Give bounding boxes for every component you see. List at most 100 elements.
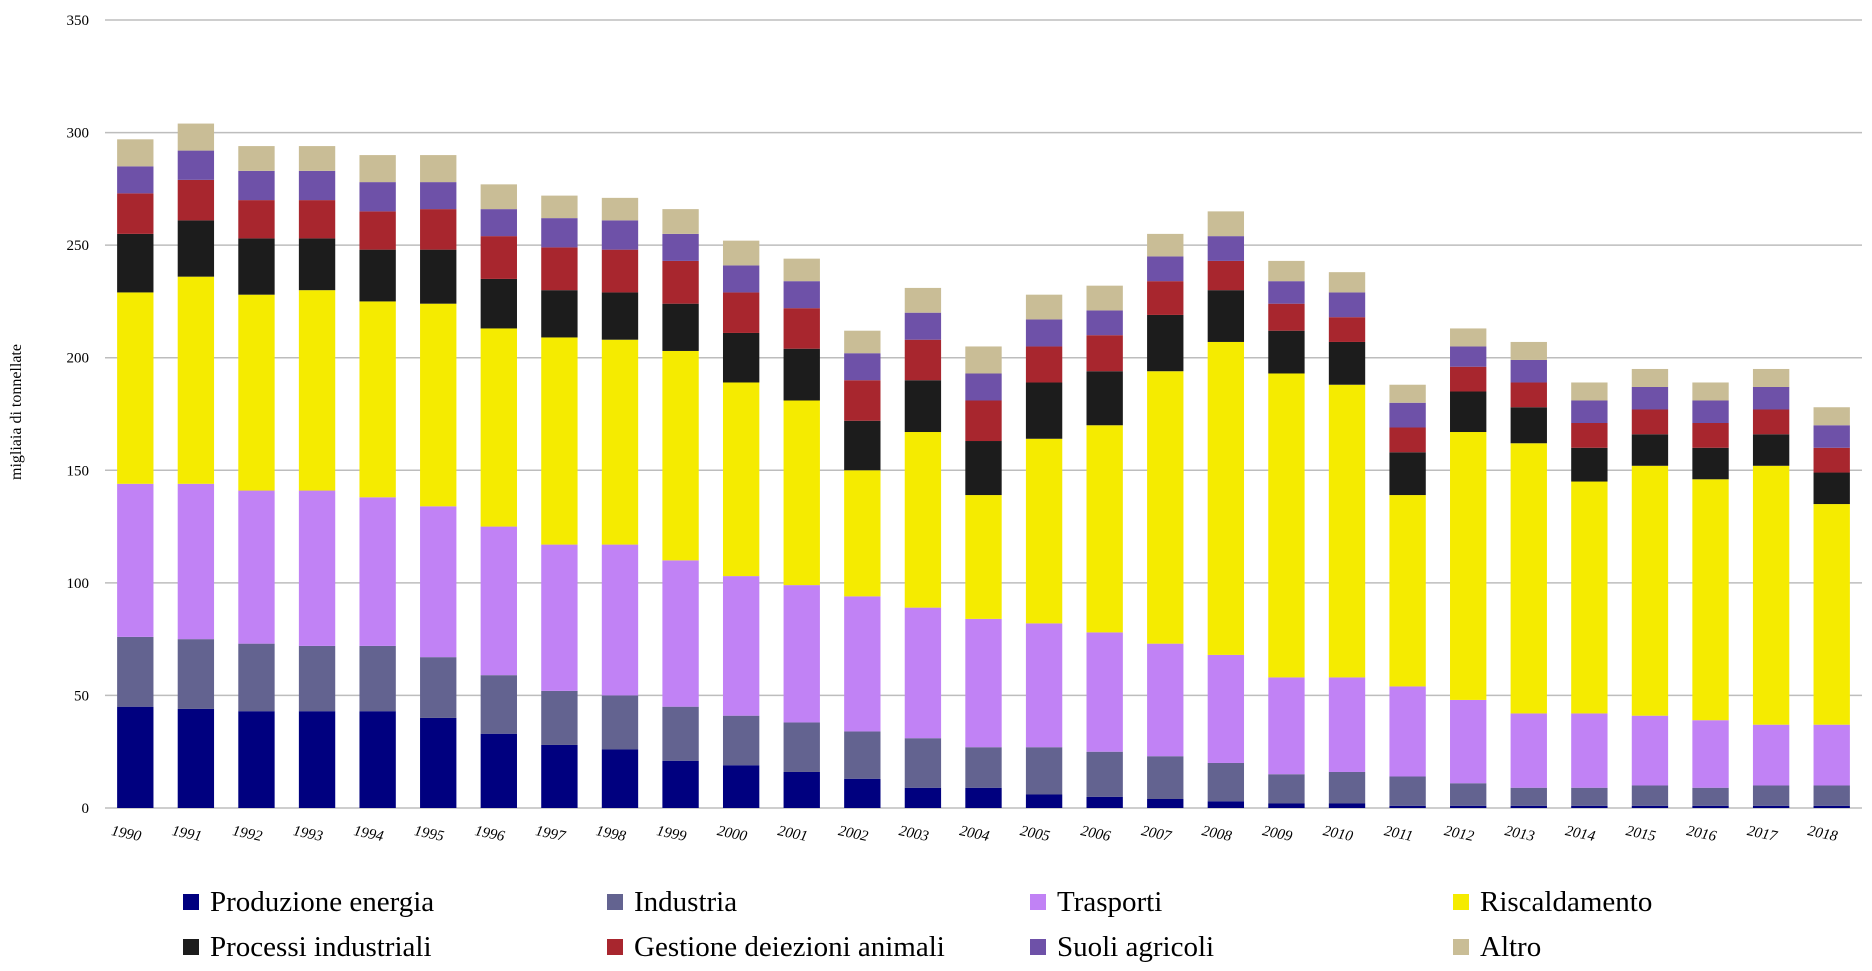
bar-segment-1997-5 [541, 290, 578, 338]
bar-segment-1993-5 [298, 238, 336, 291]
x-tick-label: 1991 [170, 823, 203, 845]
bar-segment-2003-4 [904, 432, 942, 608]
bar-segment-2005-3 [1025, 623, 1063, 748]
bar-segment-2008-1 [1207, 801, 1245, 808]
bar-segment-1995-6 [420, 209, 457, 250]
bar-segment-2016-5 [1692, 447, 1729, 480]
legend-label: Trasporti [1057, 886, 1162, 918]
bar-segment-1996-2 [480, 675, 517, 734]
bar-segment-1998-5 [601, 292, 639, 340]
y-tick-label: 50 [74, 688, 89, 704]
bar-segment-2013-7 [1510, 359, 1547, 383]
bar-segment-2007-8 [1147, 233, 1184, 257]
bar-segment-2000-1 [722, 765, 760, 808]
bar-segment-2000-6 [722, 292, 760, 333]
legend-swatch [183, 939, 199, 955]
bar-segment-1990-2 [117, 636, 154, 707]
x-tick-label: 2011 [1383, 823, 1415, 845]
x-tick-label: 2015 [1624, 823, 1657, 845]
bar-segment-2000-4 [722, 382, 760, 577]
bar-segment-1993-3 [298, 490, 336, 646]
bar-segment-2018-7 [1813, 425, 1850, 448]
bar-segment-2005-4 [1025, 438, 1063, 624]
bar-segment-2006-8 [1086, 285, 1123, 311]
bar-segment-2007-6 [1147, 281, 1184, 315]
bar-segment-2015-4 [1631, 465, 1669, 716]
bar-segment-1994-2 [359, 645, 396, 712]
bar-segment-2009-1 [1268, 803, 1305, 808]
bar-segment-2016-8 [1692, 382, 1729, 401]
bar-segment-1997-2 [541, 690, 578, 745]
bar-segment-2003-7 [904, 312, 942, 340]
bar-segment-2015-1 [1631, 805, 1669, 808]
bar-segment-1998-7 [601, 220, 639, 250]
bar-segment-1998-6 [601, 249, 639, 293]
bar-segment-2005-2 [1025, 747, 1063, 795]
bar-segment-2018-5 [1813, 472, 1850, 505]
bar-segment-2015-5 [1631, 434, 1669, 466]
bar-segment-1993-6 [298, 200, 336, 239]
bar-segment-2006-5 [1086, 371, 1123, 426]
legend-label: Riscaldamento [1480, 886, 1652, 918]
bar-segment-1992-6 [238, 200, 275, 239]
legend-label: Gestione deiezioni animali [634, 931, 945, 963]
legend-swatch [1030, 894, 1046, 910]
bar-segment-2011-7 [1389, 402, 1426, 428]
bar-segment-2014-2 [1571, 787, 1608, 806]
bar-segment-2009-5 [1268, 330, 1305, 374]
bar-segment-1992-1 [238, 711, 275, 808]
bar-segment-2010-4 [1328, 384, 1366, 678]
bar-segment-2004-5 [965, 441, 1002, 496]
bar-segment-1994-6 [359, 211, 396, 250]
legend-swatch [607, 939, 623, 955]
legend-swatch [607, 894, 623, 910]
bar-segment-1994-1 [359, 711, 396, 808]
bar-segment-1998-8 [601, 197, 639, 221]
bar-segment-2005-5 [1025, 382, 1063, 439]
x-tick-label: 1996 [473, 823, 506, 845]
bar-segment-1995-7 [420, 182, 457, 210]
legend-swatch [183, 894, 199, 910]
x-tick-label: 2008 [1200, 823, 1233, 845]
bar-segment-2001-8 [783, 258, 820, 282]
bar-segment-2002-3 [844, 596, 881, 732]
x-tick-label: 1992 [231, 823, 264, 845]
bar-segment-2006-4 [1086, 425, 1123, 633]
bar-segment-2012-1 [1450, 805, 1487, 808]
bar-segment-1999-1 [662, 760, 699, 808]
bar-segment-1993-1 [298, 711, 336, 808]
bar-segment-1999-7 [662, 233, 699, 261]
x-tick-label: 2004 [958, 823, 991, 845]
bar-segment-2013-4 [1510, 443, 1547, 714]
x-tick-label: 2017 [1746, 823, 1780, 845]
bar-segment-1991-4 [177, 276, 215, 484]
bar-segment-1993-7 [298, 170, 336, 201]
bar-segment-2013-8 [1510, 341, 1547, 360]
bar-segment-2016-1 [1692, 805, 1729, 808]
bar-segment-2016-3 [1692, 720, 1729, 788]
y-axis-label: migliaia di tonnellate [8, 344, 25, 480]
x-tick-label: 2007 [1140, 823, 1174, 845]
bar-segment-2002-8 [844, 330, 881, 354]
bar-segment-2007-4 [1147, 371, 1184, 644]
legend: Produzione energia Industria Trasporti Risc… [183, 886, 1652, 963]
x-tick-label: 2013 [1503, 823, 1536, 845]
bar-segment-1990-4 [117, 292, 154, 484]
bar-segment-2008-4 [1207, 341, 1245, 655]
bar-segment-2007-5 [1147, 314, 1184, 372]
bar-segment-2010-7 [1328, 292, 1366, 318]
bar-segment-2017-1 [1752, 805, 1790, 808]
bar-segment-1999-3 [662, 560, 699, 707]
bar-segment-2001-5 [783, 348, 820, 401]
bar-segment-2017-7 [1752, 386, 1790, 410]
bar-segment-2018-6 [1813, 447, 1850, 473]
x-tick-label: 1990 [110, 823, 143, 845]
bar-segment-2000-2 [722, 715, 760, 766]
bar-segment-2002-5 [844, 420, 881, 471]
bar-segment-1996-6 [480, 236, 517, 279]
x-axis-ticks: 1990 1991 1992 1993 1994 1995 1996 1997 1998 1999… [110, 823, 1840, 845]
legend-label: Altro [1480, 931, 1541, 963]
bar-segment-2004-8 [965, 346, 1002, 374]
x-tick-label: 1999 [655, 823, 688, 845]
x-tick-label: 1994 [352, 823, 385, 845]
